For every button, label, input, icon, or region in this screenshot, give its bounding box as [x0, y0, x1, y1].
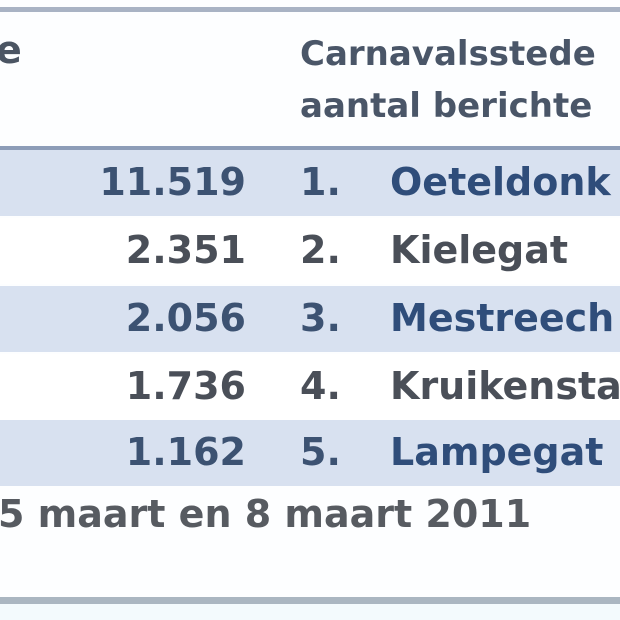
table-row: 11.519 1. Oeteldonk: [0, 150, 620, 216]
message-count: 11.519: [99, 160, 246, 204]
carnival-city: Lampegat: [390, 430, 604, 474]
table-row: 2.351 2. Kielegat: [0, 218, 620, 284]
header-rule: [0, 146, 620, 150]
table-row: 2.056 3. Mestreech: [0, 286, 620, 352]
message-count: 2.351: [125, 228, 246, 272]
carnival-city: Kruikenstad: [390, 364, 620, 408]
column-header-left: e: [0, 28, 23, 72]
message-count: 1.736: [125, 364, 246, 408]
date-range-footnote: 5 maart en 8 maart 2011: [0, 492, 532, 536]
table-row: 1.736 4. Kruikenstad: [0, 354, 620, 420]
message-count: 1.162: [125, 430, 246, 474]
rank: 1.: [300, 160, 341, 204]
rank: 5.: [300, 430, 341, 474]
carnival-city: Kielegat: [390, 228, 569, 272]
top-rule: [0, 7, 620, 12]
rank: 3.: [300, 296, 341, 340]
column-header-right: Carnavalsstede aantal berichte: [300, 28, 596, 132]
table-row: 1.162 5. Lampegat: [0, 420, 620, 486]
rank: 4.: [300, 364, 341, 408]
header-line-2: aantal berichte: [300, 86, 593, 126]
header-line-1: Carnavalsstede: [300, 34, 596, 74]
rank: 2.: [300, 228, 341, 272]
carnival-city: Mestreech: [390, 296, 615, 340]
bottom-margin: [0, 604, 620, 620]
carnival-city: Oeteldonk: [390, 160, 611, 204]
message-count: 2.056: [125, 296, 246, 340]
bottom-rule: [0, 597, 620, 604]
